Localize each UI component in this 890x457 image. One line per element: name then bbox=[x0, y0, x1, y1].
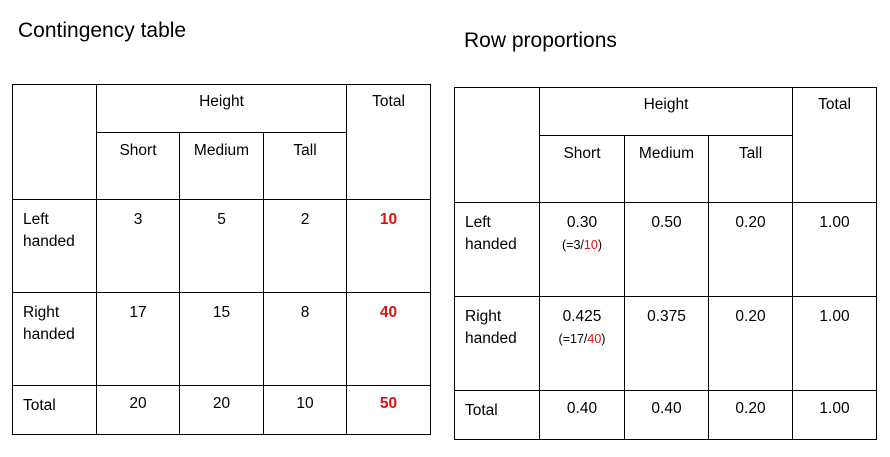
grand-total: 50 bbox=[346, 385, 432, 435]
cell-value: 0.20 bbox=[707, 202, 794, 297]
proportion-cell: 0.425 (=17/40) bbox=[539, 296, 625, 391]
cell-value: 0.375 bbox=[624, 296, 709, 391]
cell-value: 0.40 bbox=[624, 390, 709, 440]
contingency-table: Height Total Short Medium Tall Left hande… bbox=[12, 84, 432, 435]
row-total: 1.00 bbox=[792, 202, 878, 297]
column-header-short: Short bbox=[539, 135, 625, 203]
height-header: Height bbox=[538, 87, 794, 136]
row-label-right-handed: Right handed bbox=[12, 292, 97, 386]
cell-value: 0.40 bbox=[539, 390, 625, 440]
cell-value: 10 bbox=[262, 385, 348, 435]
column-header-medium: Medium bbox=[179, 132, 264, 200]
table-row: Left handed 3 5 2 10 bbox=[12, 199, 432, 293]
computation-note: (=3/10) bbox=[540, 237, 624, 253]
note-suffix: ) bbox=[597, 238, 602, 252]
cell-value: 0.30 bbox=[566, 214, 598, 231]
table-row: Right handed 0.425 (=17/40) 0.375 0.20 1.… bbox=[454, 296, 878, 391]
note-denominator: 40 bbox=[587, 332, 602, 346]
row-total: 40 bbox=[346, 292, 432, 386]
total-header: Total bbox=[346, 84, 432, 200]
cell-value: 3 bbox=[96, 199, 180, 293]
cell-value: 0.20 bbox=[707, 390, 794, 440]
cell-value: 15 bbox=[179, 292, 264, 386]
computation-note: (=17/40) bbox=[540, 331, 624, 347]
cell-value: 0.425 bbox=[562, 308, 602, 325]
column-header-tall: Tall bbox=[262, 132, 348, 200]
grand-total: 1.00 bbox=[792, 390, 878, 440]
table-row: Total 0.40 0.40 0.20 1.00 bbox=[454, 390, 878, 440]
note-suffix: ) bbox=[601, 332, 606, 346]
corner-cell bbox=[12, 84, 97, 200]
row-label-total: Total bbox=[454, 390, 540, 440]
cell-value: 20 bbox=[179, 385, 264, 435]
total-header: Total bbox=[792, 87, 878, 203]
row-proportions-title: Row proportions bbox=[464, 29, 617, 52]
cell-value: 0.20 bbox=[707, 296, 794, 391]
row-proportions-table: Height Total Short Medium Tall Left hande… bbox=[454, 87, 878, 440]
row-label-right-handed: Right handed bbox=[454, 296, 540, 391]
cell-value: 5 bbox=[179, 199, 264, 293]
cell-value: 0.50 bbox=[624, 202, 709, 297]
column-header-short: Short bbox=[96, 132, 180, 200]
table-row: Right handed 17 15 8 40 bbox=[12, 292, 432, 386]
note-prefix: (=3/ bbox=[562, 238, 584, 252]
note-prefix: (=17/ bbox=[558, 332, 588, 346]
corner-cell bbox=[454, 87, 540, 203]
row-label-left-handed: Left handed bbox=[12, 199, 97, 293]
row-label-total: Total bbox=[12, 385, 97, 435]
note-denominator: 10 bbox=[583, 238, 598, 252]
cell-value: 17 bbox=[96, 292, 180, 386]
cell-value: 2 bbox=[262, 199, 348, 293]
row-total: 10 bbox=[346, 199, 432, 293]
height-header: Height bbox=[95, 84, 348, 133]
cell-value: 8 bbox=[262, 292, 348, 386]
column-header-medium: Medium bbox=[624, 135, 709, 203]
proportion-cell: 0.30 (=3/10) bbox=[539, 202, 625, 297]
table-row: Left handed 0.30 (=3/10) 0.50 0.20 1.00 bbox=[454, 202, 878, 297]
cell-value: 20 bbox=[96, 385, 180, 435]
row-label-left-handed: Left handed bbox=[454, 202, 540, 297]
table-row: Total 20 20 10 50 bbox=[12, 385, 432, 435]
row-total: 1.00 bbox=[792, 296, 878, 391]
column-header-tall: Tall bbox=[707, 135, 794, 203]
contingency-table-title: Contingency table bbox=[18, 19, 187, 42]
